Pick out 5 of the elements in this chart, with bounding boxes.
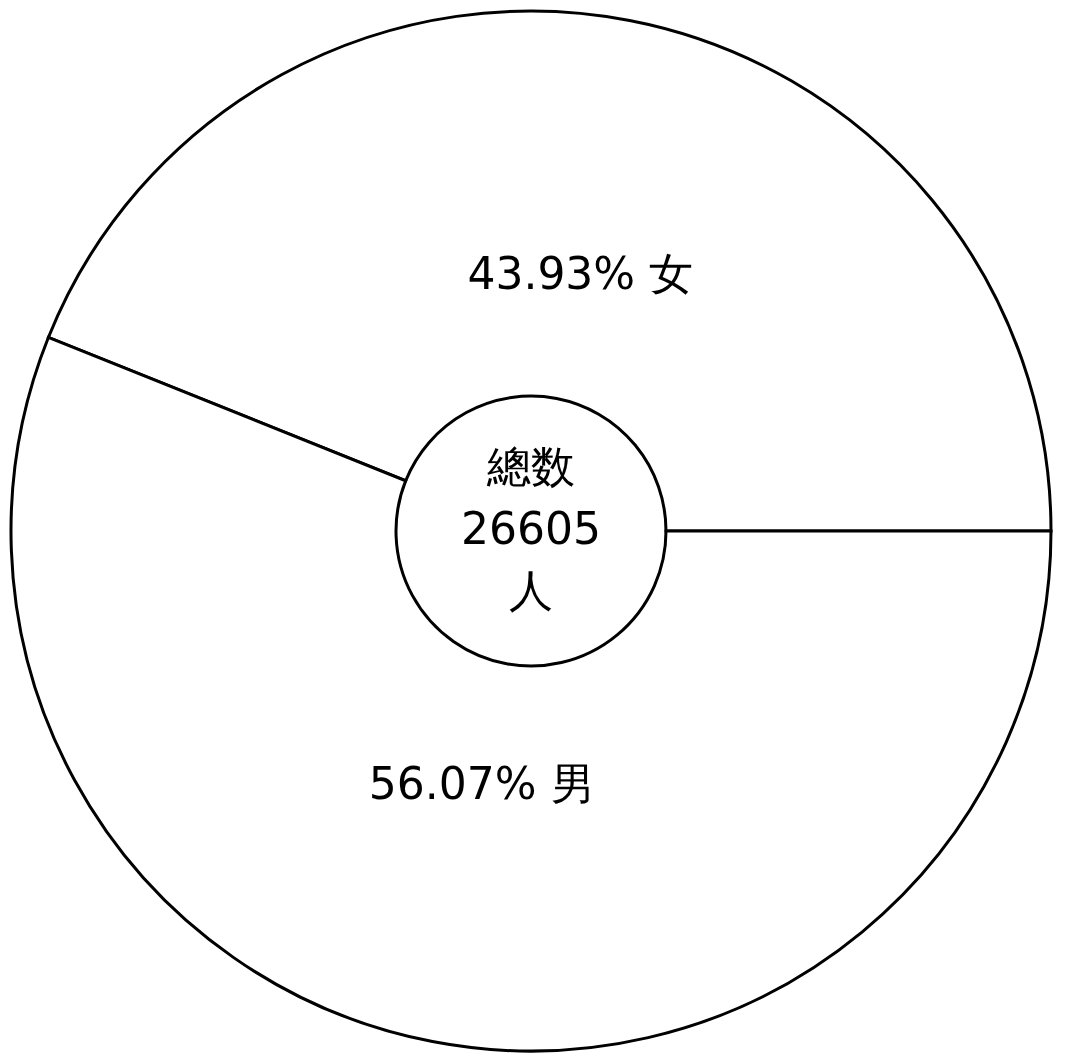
slice-label: 56.07% 男 xyxy=(368,758,595,810)
slice-label: 43.93% 女 xyxy=(467,247,694,299)
text: 人 xyxy=(509,565,553,616)
text: 總数 xyxy=(486,441,575,492)
text: 26605 xyxy=(461,503,601,554)
